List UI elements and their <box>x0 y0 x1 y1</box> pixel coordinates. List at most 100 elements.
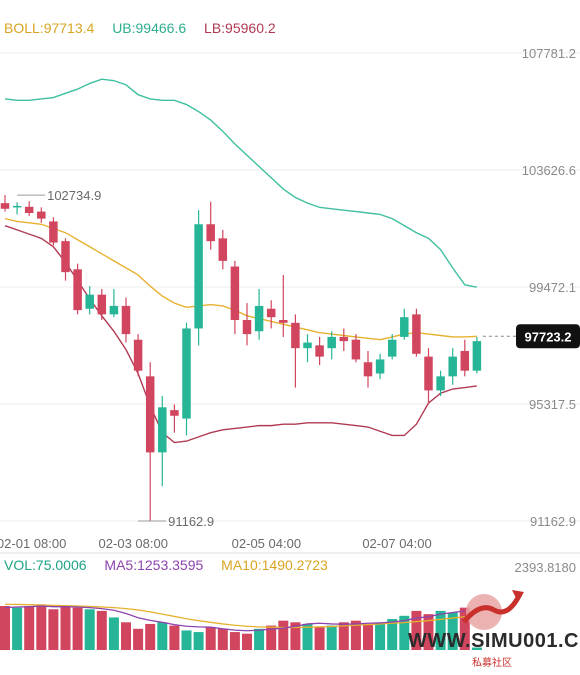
candle-body <box>230 266 240 321</box>
candle-body <box>363 362 373 377</box>
candle-body <box>170 410 179 416</box>
y-tick-label: 99472.1 <box>529 280 576 295</box>
volume-bar <box>375 622 386 650</box>
candle-body <box>73 269 82 311</box>
volume-bar <box>96 610 107 650</box>
volume-bar <box>411 610 422 650</box>
candle <box>73 263 82 315</box>
candle <box>363 350 373 388</box>
volume-bar <box>181 630 192 650</box>
boll-legend: BOLL:97713.4 UB:99466.6 LB:95960.2 <box>4 20 290 36</box>
volume-bar <box>350 620 361 650</box>
x-tick-label: 02-05 04:00 <box>232 536 301 551</box>
volume-bar <box>338 622 349 650</box>
volume-bar <box>459 607 470 650</box>
volume-panel: 2393.8180 <box>0 560 576 650</box>
current-price-label: 97723.2 <box>525 329 572 344</box>
candle <box>85 286 94 315</box>
x-tick-label: 02-07 04:00 <box>362 536 431 551</box>
candle-body <box>424 356 433 391</box>
candle <box>460 339 470 377</box>
vol-legend-ma5: MA5:1253.3595 <box>104 557 204 573</box>
volume-bar <box>169 625 180 650</box>
candle <box>24 201 34 216</box>
boll-mid-line <box>4 217 477 341</box>
volume-bar <box>363 623 373 650</box>
volume-bar <box>157 622 168 650</box>
current-price-marker: 97723.2 <box>482 324 580 349</box>
volume-bar <box>447 612 458 650</box>
candle <box>291 314 300 388</box>
volume-bar <box>242 633 252 650</box>
vol-legend-value: VOL:75.0006 <box>4 557 87 573</box>
candle-body <box>24 206 34 213</box>
candle <box>472 336 482 374</box>
candle <box>145 362 155 521</box>
candle <box>400 308 409 340</box>
volume-bar <box>108 617 119 650</box>
volume-bar <box>12 607 23 650</box>
bollinger-bands <box>4 78 478 444</box>
candle <box>170 404 179 433</box>
candle <box>158 396 167 487</box>
y-tick-label: 91162.9 <box>530 514 576 529</box>
candle <box>133 334 143 377</box>
candle-body <box>37 211 46 219</box>
volume-bar <box>205 627 216 650</box>
candle <box>61 238 70 281</box>
candle <box>49 217 58 246</box>
candle-body <box>266 308 276 318</box>
candle <box>448 348 457 385</box>
volume-bar <box>133 628 144 650</box>
candle-body <box>12 205 22 208</box>
boll-lower-line <box>4 225 477 444</box>
volume-legend: VOL:75.0006 MA5:1253.3595 MA10:1490.2723 <box>4 557 342 573</box>
boll-upper-line <box>4 78 478 288</box>
candle-body <box>387 339 397 357</box>
boll-legend-mid: BOLL:97713.4 <box>4 20 95 36</box>
grid-lines <box>0 52 580 554</box>
candle-body <box>436 376 445 391</box>
candle <box>375 353 385 380</box>
y-tick-label: 107781.2 <box>522 46 576 61</box>
volume-bar <box>387 619 398 650</box>
volume-bar <box>229 632 240 650</box>
candle-body <box>279 320 288 323</box>
current-price-box <box>516 324 580 349</box>
volume-ma10-line <box>5 603 465 629</box>
candle-body <box>412 314 421 354</box>
volume-bar <box>217 628 228 650</box>
volume-bar <box>254 628 265 650</box>
candle <box>97 289 107 321</box>
candle <box>218 229 228 270</box>
candle-body <box>218 238 228 261</box>
candle-body <box>460 350 470 371</box>
volume-y-tick-label: 2393.8180 <box>515 560 576 575</box>
candle <box>194 210 203 346</box>
candle <box>279 274 288 337</box>
candle-body <box>158 407 167 453</box>
candles <box>0 195 482 521</box>
boll-legend-ub: UB:99466.6 <box>112 20 187 36</box>
volume-bar <box>266 625 277 650</box>
candle-body <box>109 305 119 315</box>
volume-bar <box>302 623 313 650</box>
candle-body <box>121 305 131 335</box>
chart-arrow-logo-icon <box>462 590 524 630</box>
candle <box>436 370 445 397</box>
annotation-label: 91162.9 <box>168 514 214 529</box>
watermark: WWW.SIMU001.CN 私募社区 <box>402 588 580 670</box>
candle <box>182 322 191 436</box>
volume-bar <box>435 610 446 650</box>
candle-body <box>97 294 107 315</box>
candle-body <box>133 339 143 371</box>
candle <box>303 334 312 363</box>
candle <box>254 289 264 340</box>
candle-body <box>49 221 58 243</box>
candle <box>315 336 324 366</box>
y-axis: 107781.2 103626.6 99472.1 95317.5 91162.9 <box>522 46 576 529</box>
volume-bar <box>72 607 83 650</box>
candle-body <box>303 342 312 349</box>
